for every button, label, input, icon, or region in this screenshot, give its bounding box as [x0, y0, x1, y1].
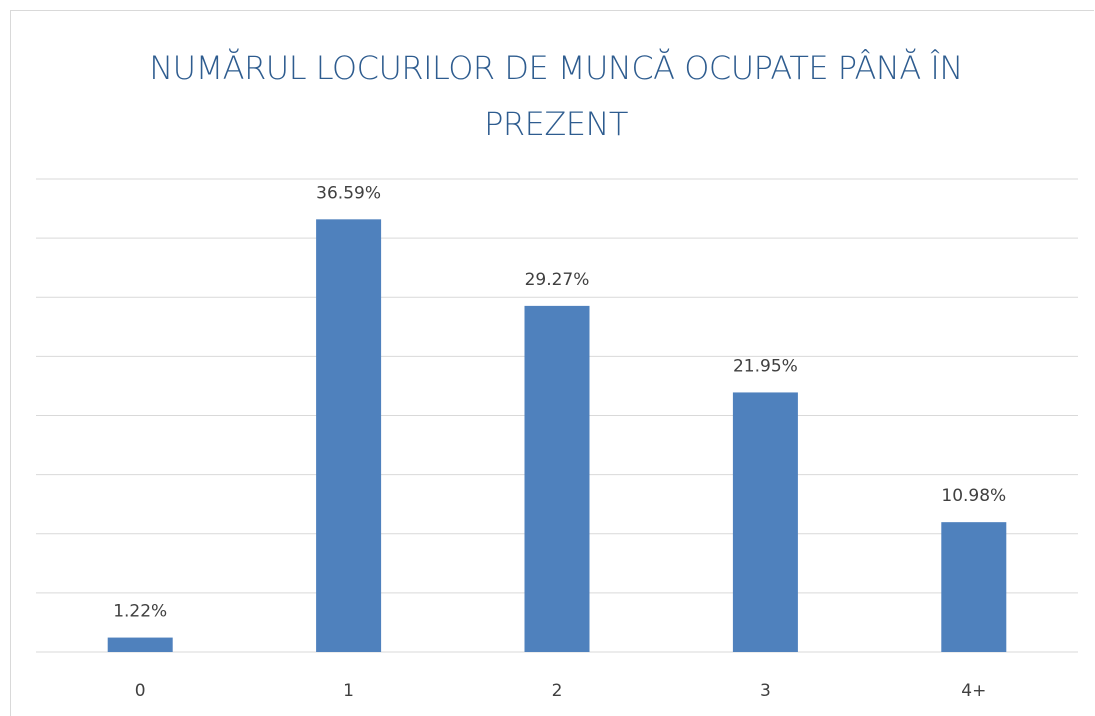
data-label: 29.27%	[525, 270, 590, 290]
chart-title: NUMĂRUL LOCURILOR DE MUNCĂ OCUPATE PÂNĂ …	[149, 49, 963, 143]
x-tick-label: 1	[343, 681, 354, 701]
bar	[732, 392, 798, 652]
data-label: 1.22%	[113, 602, 167, 622]
data-label: 36.59%	[316, 183, 381, 203]
bar	[316, 219, 382, 653]
x-tick-label: 2	[552, 681, 563, 701]
data-label: 21.95%	[733, 356, 798, 376]
x-tick-label: 3	[760, 681, 771, 701]
bar	[524, 305, 590, 652]
x-tick-label: 4+	[961, 681, 986, 701]
bar	[107, 637, 173, 652]
x-tick-label: 0	[135, 681, 146, 701]
chart-frame	[10, 10, 1094, 716]
bar	[941, 522, 1007, 652]
data-label: 10.98%	[941, 486, 1006, 506]
